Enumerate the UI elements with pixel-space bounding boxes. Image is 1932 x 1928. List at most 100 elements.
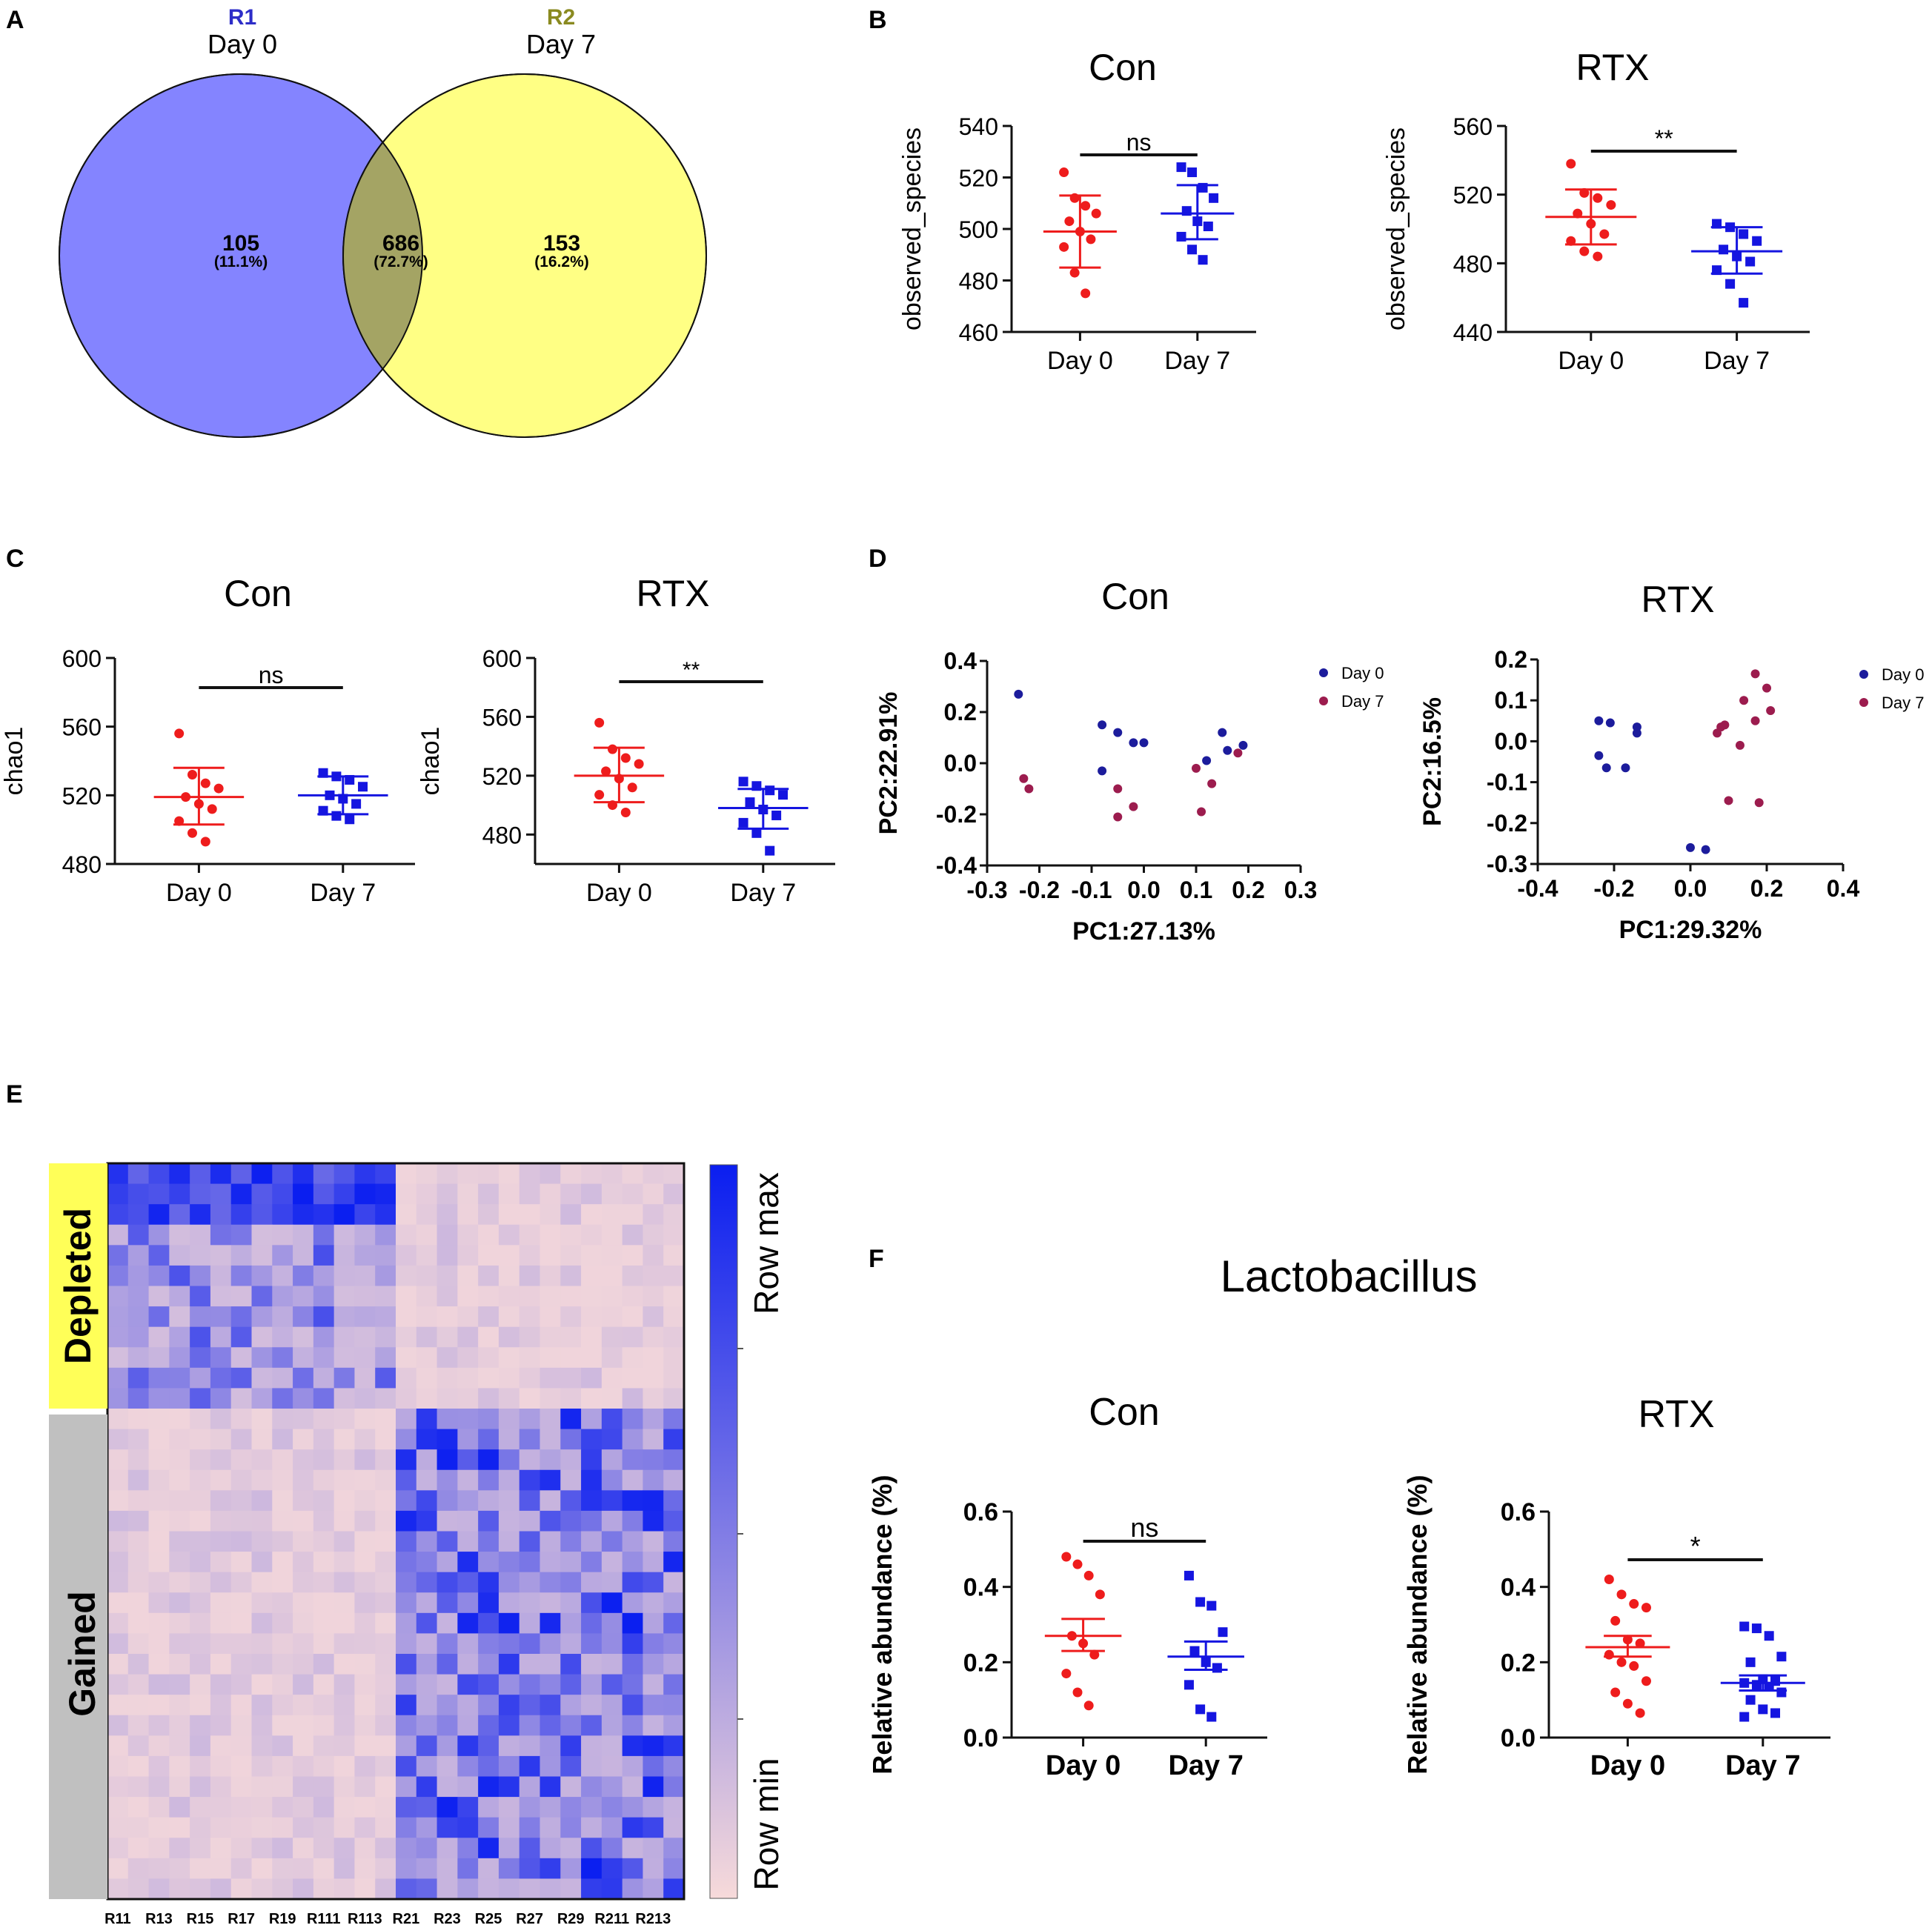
heatmap-cell — [519, 1612, 540, 1634]
heatmap-cell — [601, 1449, 623, 1471]
y-tick-label: 520 — [62, 782, 102, 809]
heatmap-cell — [230, 1306, 252, 1328]
x-tick-label: Day 0 — [1047, 347, 1113, 375]
heatmap-cell — [519, 1510, 540, 1532]
heatmap-cell — [251, 1429, 273, 1450]
heatmap-cell — [251, 1409, 273, 1430]
venn-region2-percent: (72.7%) — [374, 253, 428, 270]
heatmap-cell — [643, 1695, 664, 1716]
data-point — [1754, 798, 1764, 808]
colorbar-max-label: Row max — [747, 1172, 786, 1314]
heatmap-cell — [148, 1347, 170, 1369]
heatmap-cell — [416, 1163, 438, 1185]
heatmap-cell — [663, 1469, 685, 1491]
heatmap-cell — [169, 1755, 190, 1777]
heatmap-cell — [560, 1286, 582, 1307]
heatmap-cell — [519, 1204, 540, 1226]
heatmap-cell — [601, 1245, 623, 1266]
heatmap-cell — [190, 1572, 211, 1593]
heatmap-cell — [416, 1776, 438, 1798]
heatmap-cell — [436, 1592, 458, 1614]
heatmap-cell — [396, 1469, 417, 1491]
heatmap-cell — [540, 1735, 561, 1757]
heatmap-cell — [601, 1286, 623, 1307]
heatmap-cell — [230, 1388, 252, 1409]
heatmap-cell — [354, 1838, 376, 1859]
heatmap-cell — [107, 1715, 129, 1736]
panel-label-D: D — [869, 545, 887, 573]
heatmap-cell — [498, 1858, 520, 1879]
heatmap-cell — [375, 1286, 396, 1307]
heatmap-cell — [457, 1817, 479, 1838]
x-tick-label: 0.0 — [1674, 875, 1707, 902]
y-tick-label: -0.4 — [936, 852, 977, 879]
heatmap-cell — [416, 1572, 438, 1593]
data-point — [1176, 162, 1186, 173]
heatmap-cell — [354, 1265, 376, 1286]
heatmap-cell — [107, 1633, 129, 1655]
heatmap-cell — [457, 1633, 479, 1655]
heatmap-cell — [519, 1306, 540, 1328]
heatmap-cell — [581, 1776, 602, 1798]
heatmap-cell — [581, 1531, 602, 1552]
heatmap-cell — [313, 1469, 335, 1491]
heatmap-cell — [169, 1715, 190, 1736]
data-point — [1750, 669, 1760, 679]
heatmap-cell — [601, 1531, 623, 1552]
heatmap-cell — [230, 1490, 252, 1512]
heatmap-cell — [560, 1449, 582, 1471]
panel-label-A: A — [6, 6, 24, 34]
data-point — [1198, 255, 1208, 265]
heatmap-cell — [190, 1409, 211, 1430]
heatmap-cell — [210, 1347, 232, 1369]
y-tick-label: 480 — [62, 851, 102, 878]
heatmap-cell — [272, 1776, 293, 1798]
heatmap-cell — [293, 1306, 314, 1328]
heatmap-cell — [210, 1817, 232, 1838]
heatmap-cell — [498, 1224, 520, 1246]
heatmap-cell — [313, 1612, 335, 1634]
heatmap-cell — [663, 1817, 685, 1838]
heatmap-cell — [230, 1469, 252, 1491]
heatmap-cell — [107, 1797, 129, 1818]
heatmap-cell — [293, 1326, 314, 1348]
heatmap-cell — [107, 1776, 129, 1798]
heatmap-cell — [272, 1469, 293, 1491]
heatmap-cell — [333, 1286, 355, 1307]
data-point — [1113, 812, 1123, 822]
heatmap-cell — [560, 1409, 582, 1430]
heatmap-cell — [416, 1409, 438, 1430]
heatmap-cell — [375, 1265, 396, 1286]
heatmap-cell — [190, 1674, 211, 1695]
heatmap-cell — [210, 1286, 232, 1307]
heatmap-cell — [272, 1449, 293, 1471]
heatmap-cell — [313, 1552, 335, 1573]
heatmap-cell — [230, 1449, 252, 1471]
heatmap-cell — [333, 1409, 355, 1430]
heatmap-cell — [169, 1326, 190, 1348]
heatmap-cell — [436, 1347, 458, 1369]
heatmap-cell — [601, 1715, 623, 1736]
heatmap-cell — [210, 1326, 232, 1348]
heatmap-cell — [293, 1878, 314, 1900]
data-point — [1212, 1663, 1222, 1673]
heatmap-cell — [272, 1204, 293, 1226]
heatmap-cell — [210, 1654, 232, 1675]
heatmap-cell — [333, 1552, 355, 1573]
heatmap-cell — [478, 1183, 499, 1205]
heatmap-cell — [127, 1265, 150, 1286]
heatmap-cell — [190, 1388, 211, 1409]
heatmap-cell — [540, 1204, 561, 1226]
heatmap-cell — [560, 1388, 582, 1409]
heatmap-cell — [169, 1347, 190, 1369]
heatmap-cell — [333, 1449, 355, 1471]
data-point — [1209, 193, 1219, 203]
heatmap-cell — [560, 1367, 582, 1389]
heatmap-cell — [375, 1572, 396, 1593]
heatmap-cell — [230, 1286, 252, 1307]
heatmap-cell — [210, 1572, 232, 1593]
heatmap-cell — [396, 1797, 417, 1818]
heatmap-cell — [230, 1674, 252, 1695]
heatmap-cell — [540, 1592, 561, 1614]
heatmap-cell — [354, 1367, 376, 1389]
